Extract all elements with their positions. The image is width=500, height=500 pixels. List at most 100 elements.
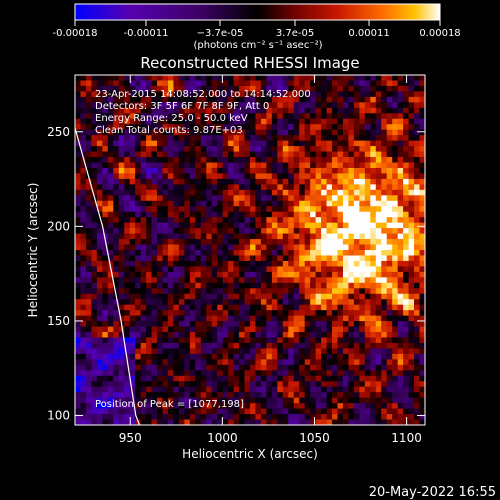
heatmap-cell <box>167 91 174 98</box>
heatmap-cell <box>222 222 229 229</box>
heatmap-cell <box>342 288 349 295</box>
heatmap-cell <box>364 189 371 196</box>
heatmap-cell <box>239 135 245 141</box>
heatmap-cell <box>157 386 163 393</box>
heatmap-cell <box>167 419 174 425</box>
heatmap-cell <box>206 321 213 327</box>
heatmap-cell <box>157 124 163 130</box>
heatmap-cell <box>222 293 229 300</box>
heatmap-cell <box>299 359 305 366</box>
heatmap-cell <box>255 118 262 125</box>
heatmap-cell <box>293 233 300 240</box>
heatmap-cell <box>321 189 327 196</box>
heatmap-cell <box>102 364 109 371</box>
heatmap-cell <box>239 304 245 311</box>
heatmap-cell <box>222 326 229 333</box>
heatmap-cell <box>419 178 425 185</box>
heatmap-cell <box>135 310 141 316</box>
heatmap-cell <box>124 321 130 327</box>
heatmap-cell <box>414 151 420 158</box>
heatmap-cell <box>80 178 87 185</box>
heatmap-cell <box>288 255 295 262</box>
heatmap-cell <box>353 189 360 196</box>
heatmap-cell <box>124 206 130 213</box>
heatmap-cell <box>250 386 256 393</box>
heatmap-cell <box>118 386 125 393</box>
heatmap-cell <box>211 206 218 213</box>
heatmap-cell <box>233 184 240 191</box>
heatmap-cell <box>211 293 218 300</box>
heatmap-cell <box>266 102 273 109</box>
heatmap-cell <box>135 195 141 202</box>
heatmap-cell <box>332 195 338 202</box>
heatmap-cell <box>408 211 415 218</box>
heatmap-cell <box>403 228 409 234</box>
heatmap-cell <box>250 151 256 158</box>
heatmap-cell <box>162 408 169 415</box>
heatmap-cell <box>113 304 120 311</box>
heatmap-cell <box>135 184 141 191</box>
heatmap-cell <box>118 102 125 109</box>
heatmap-cell <box>96 299 103 305</box>
heatmap-cell <box>195 304 202 311</box>
heatmap-cell <box>359 244 366 251</box>
heatmap-cell <box>151 299 158 305</box>
heatmap-cell <box>200 375 207 382</box>
heatmap-cell <box>353 157 360 163</box>
heatmap-cell <box>96 342 103 349</box>
heatmap-cell <box>184 239 191 245</box>
heatmap-cell <box>408 173 415 180</box>
heatmap-cell <box>146 195 152 202</box>
heatmap-cell <box>189 321 196 327</box>
heatmap-cell <box>397 107 404 114</box>
heatmap-cell <box>151 414 158 420</box>
heatmap-cell <box>315 211 322 218</box>
heatmap-cell <box>239 255 245 262</box>
heatmap-cell <box>162 189 169 196</box>
heatmap-cell <box>118 364 125 371</box>
heatmap-cell <box>118 151 125 158</box>
heatmap-cell <box>255 96 262 103</box>
heatmap-cell <box>250 96 256 103</box>
heatmap-cell <box>359 250 366 256</box>
heatmap-cell <box>321 255 327 262</box>
heatmap-cell <box>321 342 327 349</box>
heatmap-cell <box>118 260 125 267</box>
heatmap-cell <box>364 332 371 338</box>
heatmap-cell <box>353 375 360 382</box>
heatmap-cell <box>288 135 295 141</box>
heatmap-cell <box>189 326 196 333</box>
heatmap-cell <box>277 102 284 109</box>
heatmap-cell <box>162 304 169 311</box>
heatmap-cell <box>310 96 316 103</box>
heatmap-cell <box>381 85 388 92</box>
heatmap-cell <box>392 96 398 103</box>
heatmap-cell <box>271 239 278 245</box>
heatmap-cell <box>157 195 163 202</box>
heatmap-cell <box>96 364 103 371</box>
heatmap-cell <box>332 266 338 273</box>
heatmap-cell <box>299 178 305 185</box>
heatmap-cell <box>102 315 109 322</box>
heatmap-cell <box>332 124 338 130</box>
heatmap-cell <box>359 271 366 278</box>
heatmap-cell <box>135 260 141 267</box>
heatmap-cell <box>386 414 393 420</box>
heatmap-cell <box>321 397 327 404</box>
heatmap-cell <box>353 200 360 207</box>
heatmap-cell <box>195 337 202 344</box>
heatmap-cell <box>162 135 169 141</box>
heatmap-cell <box>321 414 327 420</box>
heatmap-cell <box>151 157 158 163</box>
heatmap-cell <box>266 135 273 141</box>
heatmap-cell <box>403 364 409 371</box>
heatmap-cell <box>310 392 316 398</box>
heatmap-cell <box>178 403 185 409</box>
heatmap-cell <box>222 392 229 398</box>
heatmap-cell <box>211 96 218 103</box>
heatmap-cell <box>167 107 174 114</box>
heatmap-cell <box>140 326 147 333</box>
heatmap-cell <box>386 342 393 349</box>
heatmap-cell <box>228 419 234 425</box>
heatmap-cell <box>173 403 180 409</box>
